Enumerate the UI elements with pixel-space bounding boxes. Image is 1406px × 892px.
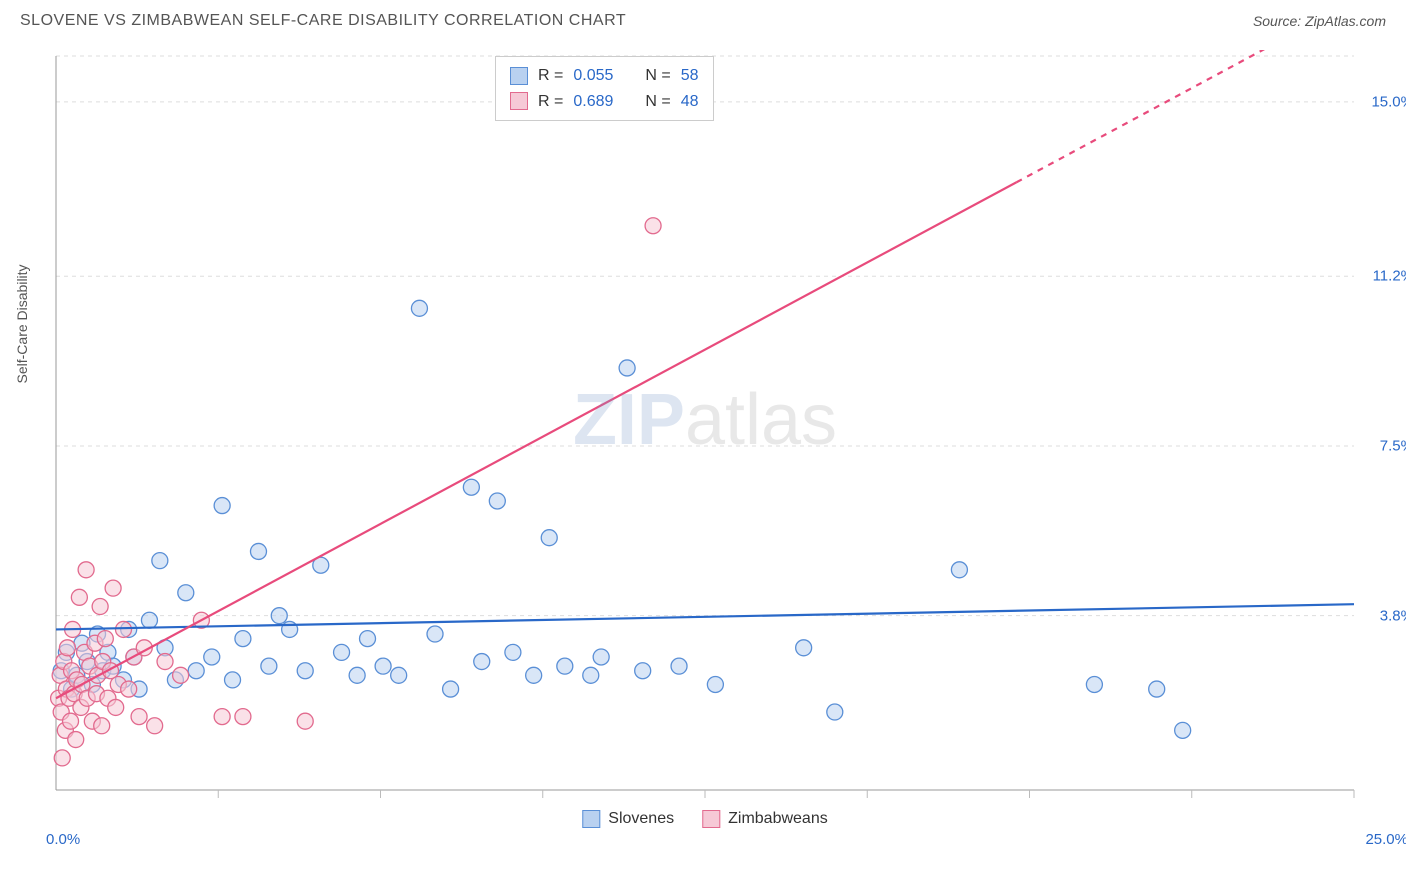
header: SLOVENE VS ZIMBABWEAN SELF-CARE DISABILI…	[0, 0, 1406, 38]
legend-item: Zimbabweans	[702, 810, 828, 828]
y-tick-label: 3.8%	[1380, 607, 1406, 624]
chart-area: Self-Care Disability ZIPatlas R = 0.055N…	[50, 50, 1360, 820]
stat-r-label: R =	[538, 63, 563, 89]
stat-n-label: N =	[645, 89, 670, 115]
stats-legend-box: R = 0.055 N = 58 R = 0.689 N = 48	[495, 56, 714, 121]
legend-label: Slovenes	[608, 810, 674, 828]
y-tick-label: 7.5%	[1380, 437, 1406, 454]
chart-title: SLOVENE VS ZIMBABWEAN SELF-CARE DISABILI…	[20, 12, 626, 30]
stat-r-value: 0.689	[573, 89, 613, 115]
chart-source: Source: ZipAtlas.com	[1253, 13, 1386, 29]
stat-n-value: 48	[681, 89, 699, 115]
scatter-plot	[50, 50, 1360, 820]
stat-r-label: R =	[538, 89, 563, 115]
stat-n-label: N =	[645, 63, 670, 89]
x-max-label: 25.0%	[1365, 831, 1406, 848]
series-swatch	[582, 810, 600, 828]
stat-r-value: 0.055	[573, 63, 613, 89]
legend-bottom: Slovenes Zimbabweans	[582, 810, 827, 828]
series-swatch	[510, 67, 528, 85]
x-origin-label: 0.0%	[46, 831, 80, 848]
stats-row: R = 0.689 N = 48	[510, 89, 699, 115]
legend-label: Zimbabweans	[728, 810, 828, 828]
series-swatch	[702, 810, 720, 828]
stat-n-value: 58	[681, 63, 699, 89]
y-tick-label: 15.0%	[1371, 93, 1406, 110]
y-axis-label: Self-Care Disability	[14, 264, 30, 383]
legend-item: Slovenes	[582, 810, 674, 828]
y-tick-label: 11.2%	[1373, 268, 1406, 285]
series-swatch	[510, 92, 528, 110]
stats-row: R = 0.055 N = 58	[510, 63, 699, 89]
